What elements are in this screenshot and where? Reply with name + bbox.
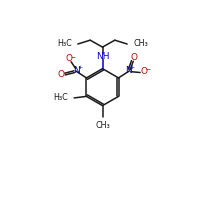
Text: O: O <box>130 53 137 62</box>
Text: +: + <box>129 65 134 70</box>
Text: O: O <box>65 54 72 63</box>
Text: −: − <box>71 54 76 59</box>
Text: H₃C: H₃C <box>57 39 72 48</box>
Text: N: N <box>125 66 132 75</box>
Text: CH₃: CH₃ <box>95 121 110 130</box>
Text: +: + <box>77 65 82 70</box>
Text: H₃C: H₃C <box>53 93 68 102</box>
Text: −: − <box>145 66 150 71</box>
Text: O: O <box>58 70 65 79</box>
Text: CH₃: CH₃ <box>133 39 148 48</box>
Text: O: O <box>140 67 147 76</box>
Text: NH: NH <box>96 52 109 61</box>
Text: N: N <box>73 66 80 75</box>
